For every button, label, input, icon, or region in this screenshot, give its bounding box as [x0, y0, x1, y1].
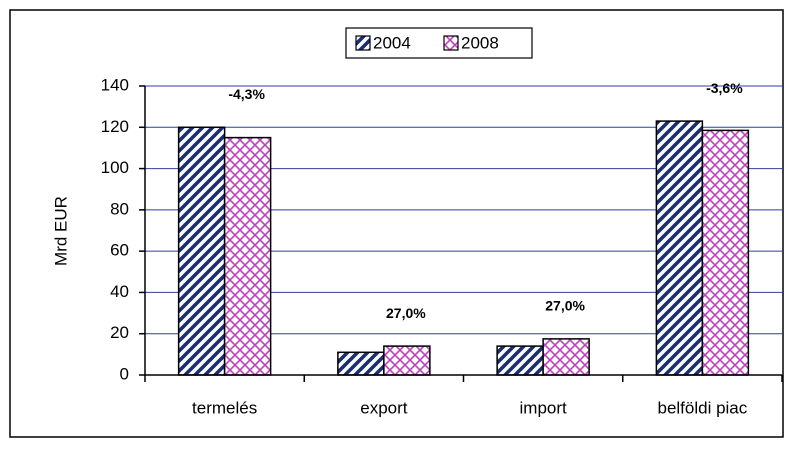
y-axis-label: Mrd EUR [51, 196, 70, 266]
bar [383, 345, 431, 376]
y-tick-label: 140 [101, 75, 129, 94]
y-tick-label: 0 [120, 364, 129, 383]
bar [701, 129, 750, 376]
legend-swatch [443, 35, 459, 51]
y-tick-label: 120 [101, 117, 129, 136]
y-tick-label: 100 [101, 158, 129, 177]
annotation: 27,0% [386, 305, 426, 321]
y-tick-label: 80 [110, 199, 129, 218]
bar [655, 120, 704, 376]
y-tick-label: 20 [110, 323, 129, 342]
x-tick-label: import [520, 398, 568, 417]
annotation: -3,6% [706, 80, 743, 96]
bar [177, 126, 226, 376]
y-tick-label: 40 [110, 282, 129, 301]
annotation: -4,3% [228, 86, 265, 102]
bar [223, 136, 272, 376]
legend [345, 27, 533, 59]
y-tick-label: 60 [110, 241, 129, 260]
legend-label: 2008 [461, 33, 499, 52]
bar [337, 351, 385, 376]
bar [542, 338, 590, 376]
x-tick-label: belföldi piac [657, 398, 747, 417]
annotation: 27,0% [545, 298, 585, 314]
legend-label: 2004 [373, 33, 411, 52]
x-tick-label: termelés [192, 398, 257, 417]
x-tick-label: export [360, 398, 408, 417]
legend-swatch [355, 35, 371, 51]
bar [496, 345, 544, 376]
